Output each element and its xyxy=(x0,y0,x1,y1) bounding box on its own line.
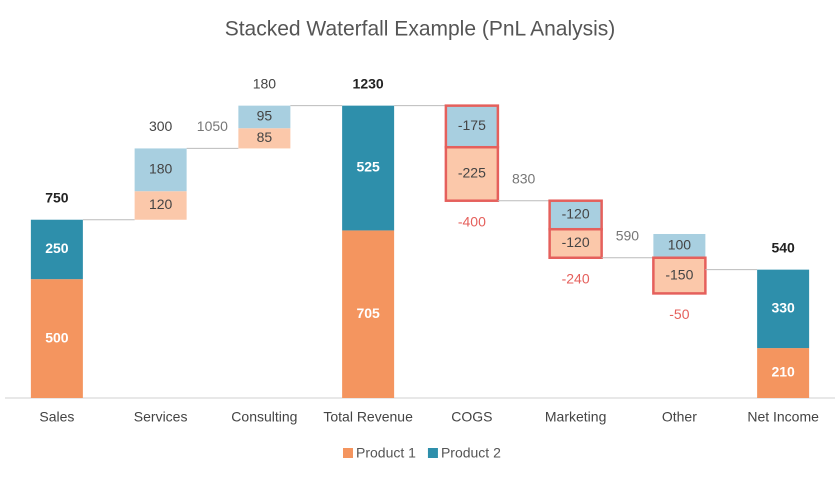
x-tick-label: Net Income xyxy=(747,409,819,425)
bar-segment xyxy=(757,269,810,349)
start-label: 1050 xyxy=(197,118,228,134)
segment-label: 500 xyxy=(45,329,69,345)
chart-title: Stacked Waterfall Example (PnL Analysis) xyxy=(225,18,616,41)
segment-label: -150 xyxy=(665,266,693,282)
segment-label: 120 xyxy=(149,196,173,212)
x-tick-label: Consulting xyxy=(231,409,297,425)
total-label: -400 xyxy=(458,213,486,229)
bar-segment xyxy=(134,191,187,220)
legend-label: Product 2 xyxy=(441,445,501,461)
total-label: 300 xyxy=(149,118,173,134)
segment-label: 330 xyxy=(771,300,795,316)
x-tick-label: COGS xyxy=(451,409,492,425)
x-tick-label: Other xyxy=(662,409,697,425)
bar-segment xyxy=(30,219,83,280)
x-tick-label: Marketing xyxy=(545,409,606,425)
bar-segment xyxy=(757,348,810,398)
x-tick-label: Total Revenue xyxy=(323,409,413,425)
segment-label: 210 xyxy=(771,364,795,380)
segment-label: -225 xyxy=(458,165,486,181)
segment-label: -120 xyxy=(562,206,590,222)
bar-segment xyxy=(653,233,706,258)
segment-label: 250 xyxy=(45,240,69,256)
total-label: 540 xyxy=(771,239,795,255)
segment-label: 100 xyxy=(668,237,692,253)
start-label: 590 xyxy=(616,227,640,243)
bar-segment xyxy=(238,128,291,149)
legend-label: Product 1 xyxy=(356,445,416,461)
bar-segment xyxy=(652,256,707,295)
segment-label: 705 xyxy=(356,305,380,321)
total-label: 1230 xyxy=(353,75,384,91)
segment-label: 85 xyxy=(257,129,273,145)
bar-segment xyxy=(30,279,83,398)
x-tick-label: Sales xyxy=(39,409,74,425)
bar-segment xyxy=(342,230,395,398)
total-label: -240 xyxy=(562,270,590,286)
bar-segment xyxy=(444,145,500,202)
segment-label: 95 xyxy=(257,108,273,124)
total-label: 750 xyxy=(45,189,69,205)
segment-label: -120 xyxy=(562,234,590,250)
total-label: 180 xyxy=(253,75,277,91)
total-label: -50 xyxy=(669,306,689,322)
bar-segment xyxy=(342,105,395,231)
bar-segment xyxy=(548,199,603,231)
bar-segment xyxy=(548,227,603,260)
bar-segment xyxy=(134,148,187,192)
legend-swatch xyxy=(427,448,438,458)
segment-label: -175 xyxy=(458,117,486,133)
start-label: 830 xyxy=(512,170,536,186)
bar-segment xyxy=(238,105,291,129)
x-tick-label: Services xyxy=(134,409,188,425)
segment-label: 525 xyxy=(356,159,380,175)
legend-swatch xyxy=(343,448,353,458)
segment-label: 180 xyxy=(149,161,173,177)
